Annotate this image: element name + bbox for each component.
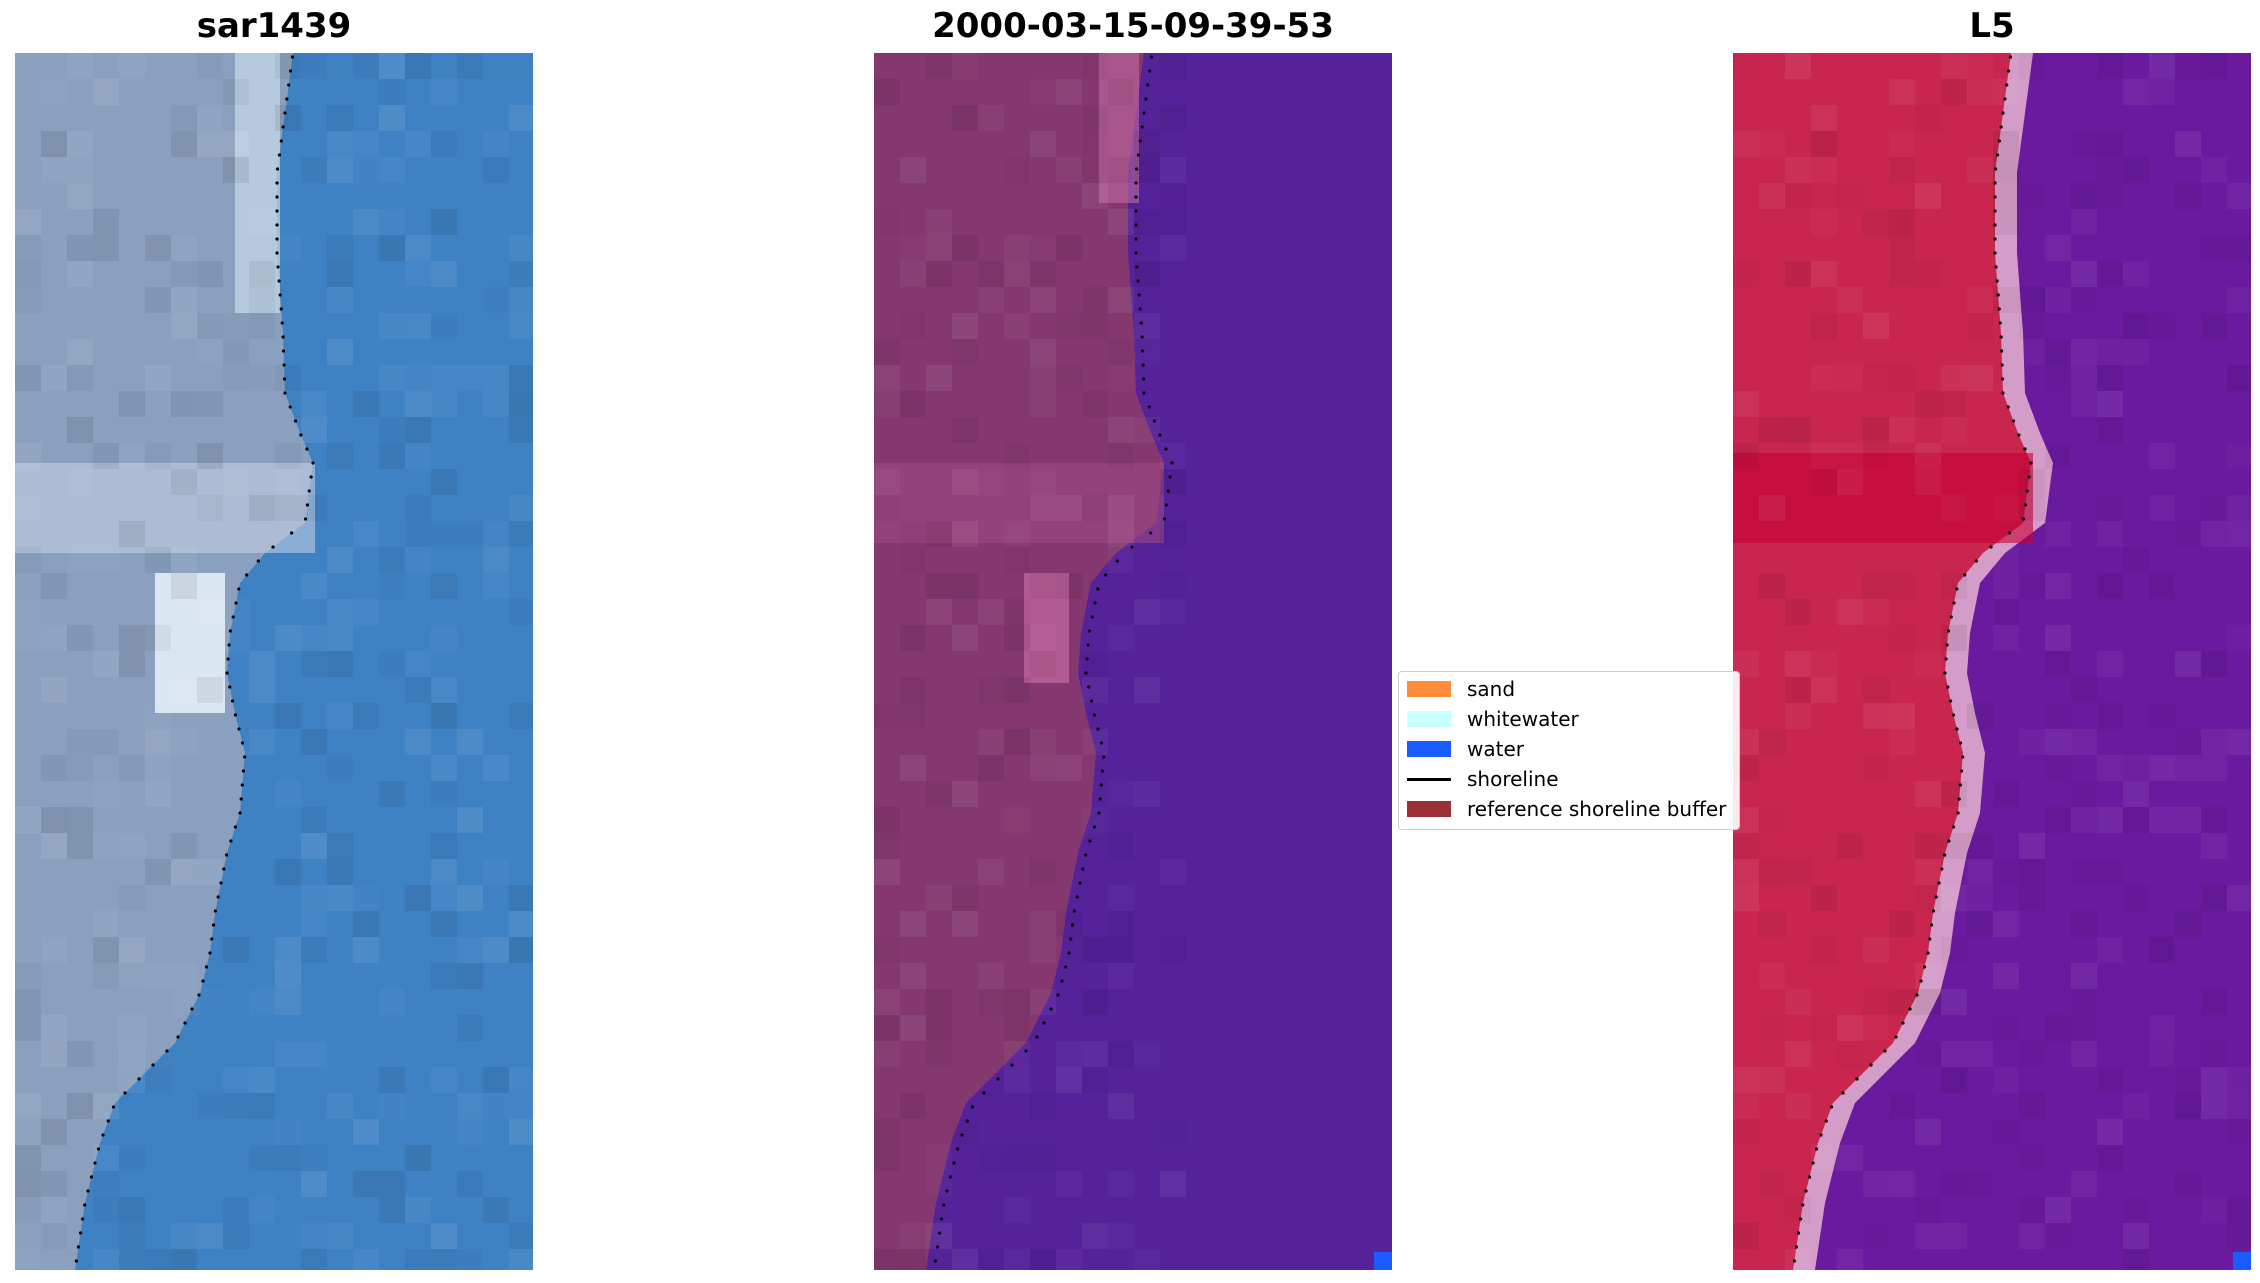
rgb-image-panel (15, 53, 533, 1270)
rgb-bright-patch (155, 573, 225, 713)
legend-swatch-water (1407, 741, 1451, 757)
index-land-area (1733, 53, 2031, 1270)
class-surf-band (1099, 53, 1139, 203)
legend-swatch-sand (1407, 681, 1451, 697)
class-water-pixel (1374, 1252, 1392, 1270)
legend-label-shoreline: shoreline (1467, 767, 1559, 791)
legend-label-whitewater: whitewater (1467, 707, 1579, 731)
legend-label-water: water (1467, 737, 1524, 761)
rgb-image (15, 53, 533, 1270)
legend-item-shoreline: shoreline (1407, 766, 1559, 792)
legend-swatch-reference-buffer (1407, 801, 1451, 817)
class-land-area (874, 53, 1164, 1270)
legend-label-sand: sand (1467, 677, 1516, 701)
legend-item-whitewater: whitewater (1407, 706, 1579, 732)
panel-title-classified: 2000-03-15-09-39-53 (932, 6, 1334, 46)
class-jetty-band (874, 463, 1164, 543)
classified-image (874, 53, 1392, 1270)
classified-image-panel (874, 53, 1392, 1270)
index-water-pixel (2233, 1252, 2251, 1270)
index-pixel-texture (1733, 53, 2251, 1270)
rgb-surf-band (235, 53, 280, 313)
index-image-panel (1733, 53, 2251, 1270)
legend-label-reference-buffer: reference shoreline buffer (1467, 797, 1727, 821)
rgb-jetty-band (15, 463, 315, 553)
class-shoreline (933, 55, 1174, 1263)
rgb-pixel-texture (15, 53, 533, 1270)
legend: sand whitewater water shoreline referenc… (1398, 671, 1740, 830)
legend-line-shoreline (1407, 777, 1451, 781)
panel-title-rgb: sar1439 (196, 6, 352, 46)
index-jetty-band (1733, 453, 2033, 543)
legend-item-reference-buffer: reference shoreline buffer (1407, 796, 1726, 822)
legend-swatch-whitewater (1407, 711, 1451, 727)
legend-item-water: water (1407, 736, 1524, 762)
index-image (1733, 53, 2251, 1270)
class-bright-patch (1024, 573, 1069, 683)
rgb-shoreline (74, 55, 315, 1263)
class-pixel-texture (874, 53, 1186, 1270)
legend-item-sand: sand (1407, 676, 1515, 702)
panel-title-index: L5 (1969, 6, 2015, 46)
index-shoreline (1792, 55, 2033, 1263)
